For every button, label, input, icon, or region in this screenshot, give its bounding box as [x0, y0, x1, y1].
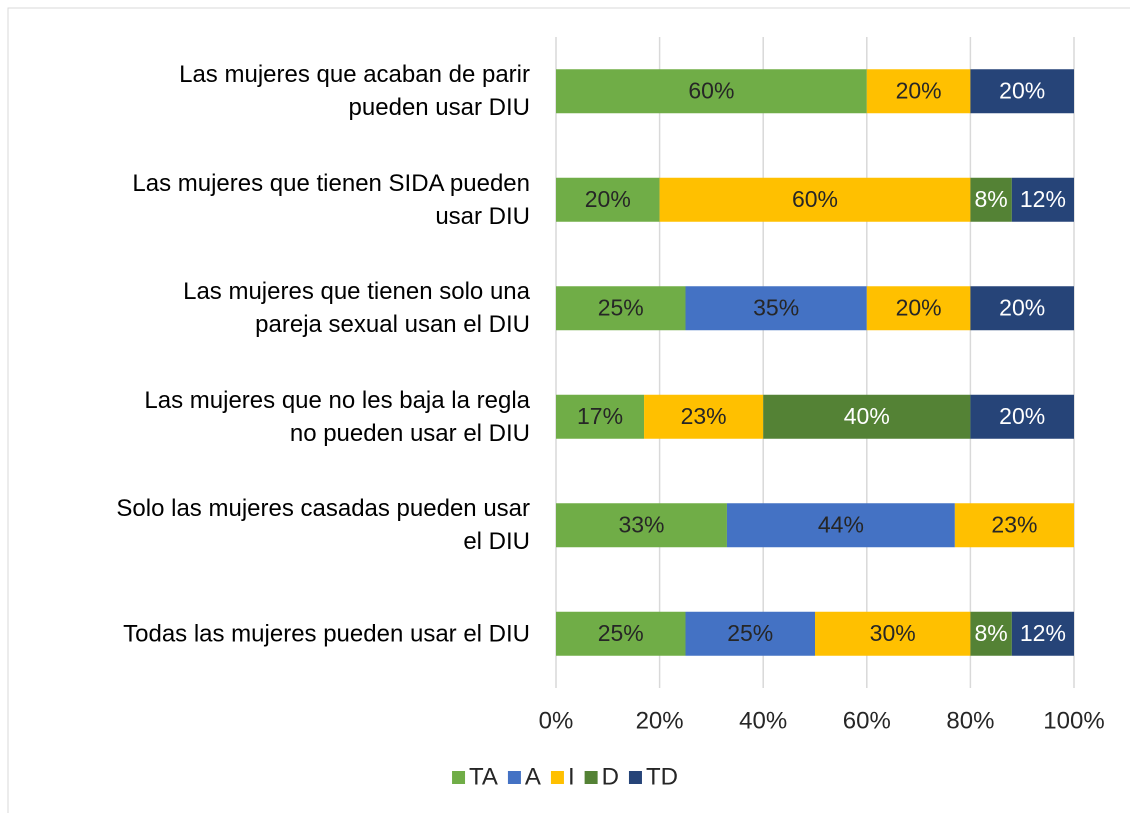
bar-segment [866, 69, 971, 114]
category-label: Todas las mujeres pueden usar el DIU [123, 620, 530, 648]
category-label: Las mujeres que acaban de parir pueden u… [179, 61, 530, 122]
legend-swatch [628, 771, 642, 784]
data-label: 20% [585, 186, 631, 212]
bar-segment [954, 503, 1074, 548]
category-label: Las mujeres que no les baja la regla no … [144, 386, 530, 447]
bar-segment [685, 611, 815, 656]
x-tick-label: 100% [1043, 707, 1104, 734]
x-tick-label: 40% [739, 707, 787, 734]
data-label: 44% [818, 511, 864, 537]
bar-segment [815, 611, 971, 656]
legend-label: D [602, 763, 619, 790]
bar-segment [763, 394, 971, 439]
legend-label: I [568, 763, 575, 790]
data-label: 23% [681, 403, 727, 429]
bar-segment [556, 177, 660, 222]
data-label: 25% [598, 620, 644, 646]
bar-segment [644, 394, 764, 439]
data-label: 20% [999, 403, 1045, 429]
bar-segment [970, 69, 1074, 114]
data-label: 60% [688, 77, 734, 103]
x-tick-label: 0% [539, 707, 574, 734]
bar-segment [970, 177, 1012, 222]
bar-segment [866, 286, 971, 331]
category-label: Las mujeres que tienen SIDA pueden usar … [132, 169, 530, 230]
data-label: 20% [896, 294, 942, 320]
bar-segment [556, 394, 645, 439]
bar-segment [659, 177, 971, 222]
legend-label: TA [469, 763, 498, 790]
data-label: 20% [999, 77, 1045, 103]
legend-label: TD [646, 763, 678, 790]
bar-segment [685, 286, 867, 331]
bar-segment [556, 69, 867, 114]
data-label: 20% [999, 294, 1045, 320]
data-label: 40% [844, 403, 890, 429]
data-label: 25% [598, 294, 644, 320]
data-label: 8% [974, 186, 1007, 212]
bar-segment [726, 503, 955, 548]
bar-segment [970, 394, 1074, 439]
category-label: Las mujeres que tienen solo una pareja s… [183, 278, 530, 339]
legend-swatch [550, 771, 564, 784]
data-label: 30% [870, 620, 916, 646]
bar-segment [970, 286, 1074, 331]
data-label: 60% [792, 186, 838, 212]
data-label: 35% [753, 294, 799, 320]
data-label: 12% [1020, 186, 1066, 212]
bar-segment [556, 286, 686, 331]
legend-label: A [525, 763, 541, 790]
data-label: 8% [974, 620, 1007, 646]
x-tick-label: 60% [843, 707, 891, 734]
data-label: 12% [1020, 620, 1066, 646]
bar-segment [970, 611, 1012, 656]
x-tick-label: 20% [636, 707, 684, 734]
legend-swatch [507, 771, 521, 784]
legend-swatch [584, 771, 598, 784]
data-label: 33% [618, 511, 664, 537]
bar-segment [556, 503, 727, 548]
data-label: 25% [727, 620, 773, 646]
chart-frame [7, 7, 1130, 813]
category-label: Solo las mujeres casadas pueden usar el … [116, 495, 530, 556]
bar-segment [556, 611, 686, 656]
legend-swatch [452, 771, 466, 784]
bar-segment [1011, 611, 1074, 656]
data-label: 17% [577, 403, 623, 429]
bar-segment [1011, 177, 1074, 222]
data-label: 20% [896, 77, 942, 103]
data-label: 23% [991, 511, 1037, 537]
x-tick-label: 80% [946, 707, 994, 734]
